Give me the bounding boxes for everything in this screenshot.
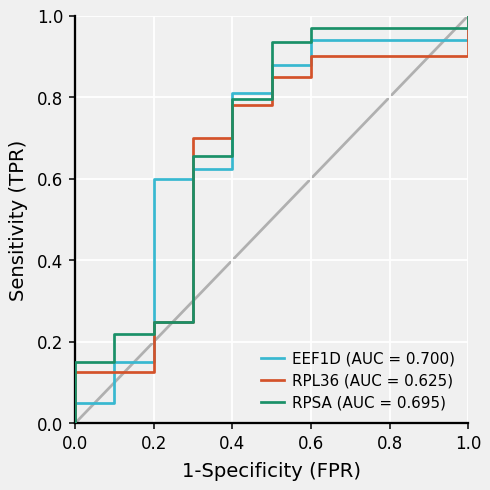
X-axis label: 1-Specificity (FPR): 1-Specificity (FPR) [182,462,361,481]
Y-axis label: Sensitivity (TPR): Sensitivity (TPR) [9,139,28,300]
Legend: EEF1D (AUC = 0.700), RPL36 (AUC = 0.625), RPSA (AUC = 0.695): EEF1D (AUC = 0.700), RPL36 (AUC = 0.625)… [255,345,460,416]
